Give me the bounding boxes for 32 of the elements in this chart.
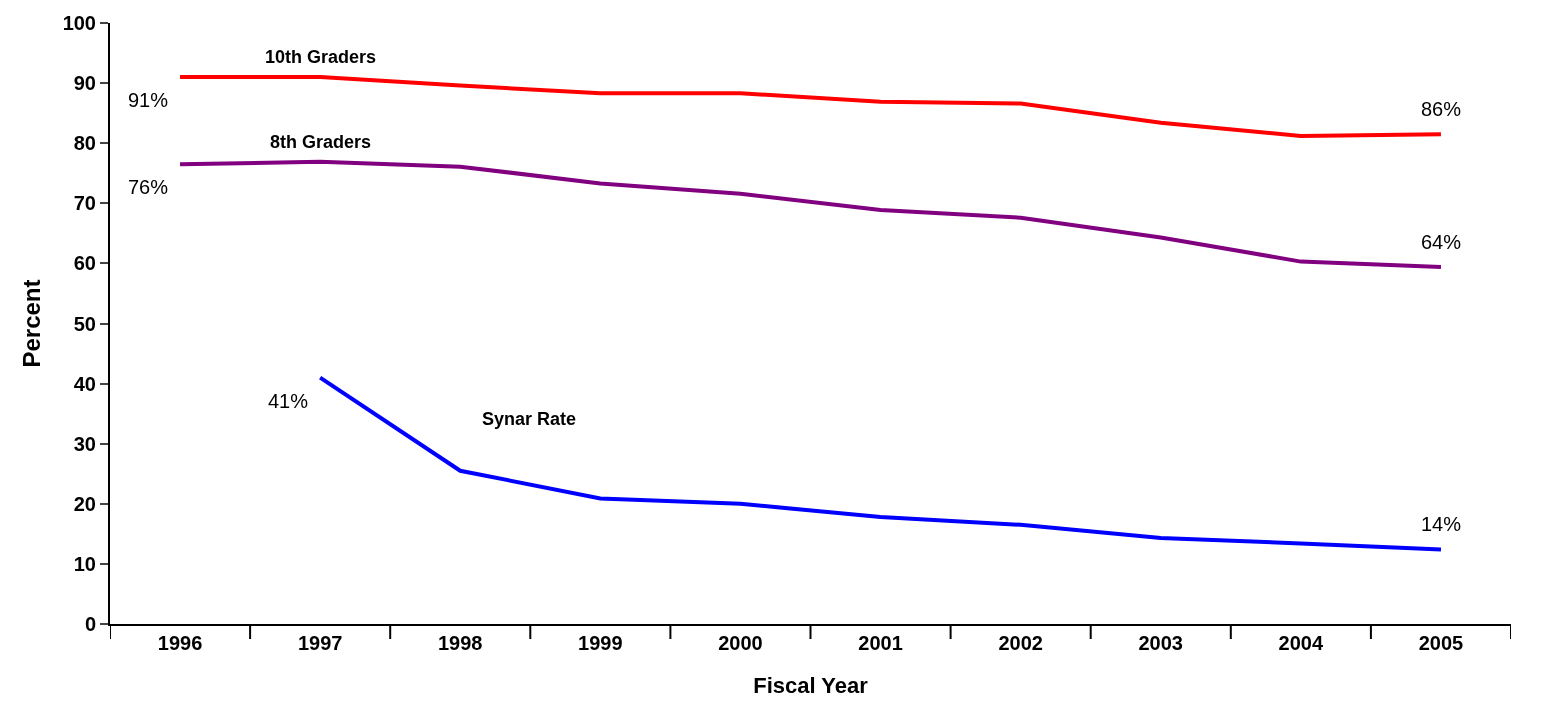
annotation: 91% (128, 89, 169, 111)
y-tick-label: 60 (73, 252, 96, 275)
x-tick-label: 1999 (578, 632, 623, 654)
x-tick-label: 1998 (438, 632, 483, 654)
y-tick-label: 30 (73, 432, 96, 455)
x-tick-label: 2002 (998, 632, 1043, 654)
text: Synar Rate (482, 409, 577, 429)
x-tick-label: 2001 (858, 632, 903, 654)
y-tick-label: 70 (73, 192, 96, 215)
x-tick-label: 2004 (1278, 632, 1324, 654)
annotation: 64% (1421, 231, 1462, 253)
x-tick-label: 2000 (718, 632, 763, 654)
x-tick-label: 1997 (297, 632, 343, 654)
annotation: 14% (1421, 513, 1462, 535)
y-tick-label: 90 (73, 72, 96, 95)
x-tick-label: 2003 (1138, 632, 1183, 654)
annotation: 86% (1421, 98, 1462, 120)
x-axis-title: Fiscal Year (753, 673, 869, 699)
annotation: 41% (268, 390, 309, 412)
y-tick-label: 100 (62, 12, 96, 34)
y-tick-label: 80 (73, 132, 96, 155)
y-axis-title: Percent (18, 279, 46, 368)
y-tick-label: 40 (73, 372, 96, 395)
y-tick-label: 20 (73, 492, 96, 515)
y-tick-label: 50 (73, 312, 96, 335)
series-label: 8th Graders (270, 132, 372, 152)
y-tick-label: 10 (73, 552, 96, 575)
x-tick-label: 2005 (1418, 632, 1464, 654)
annotation: 76% (128, 176, 169, 198)
y-tick-label: 0 (84, 613, 96, 635)
x-tick-label: 1996 (157, 632, 203, 654)
series-label: 10th Graders (265, 47, 377, 67)
